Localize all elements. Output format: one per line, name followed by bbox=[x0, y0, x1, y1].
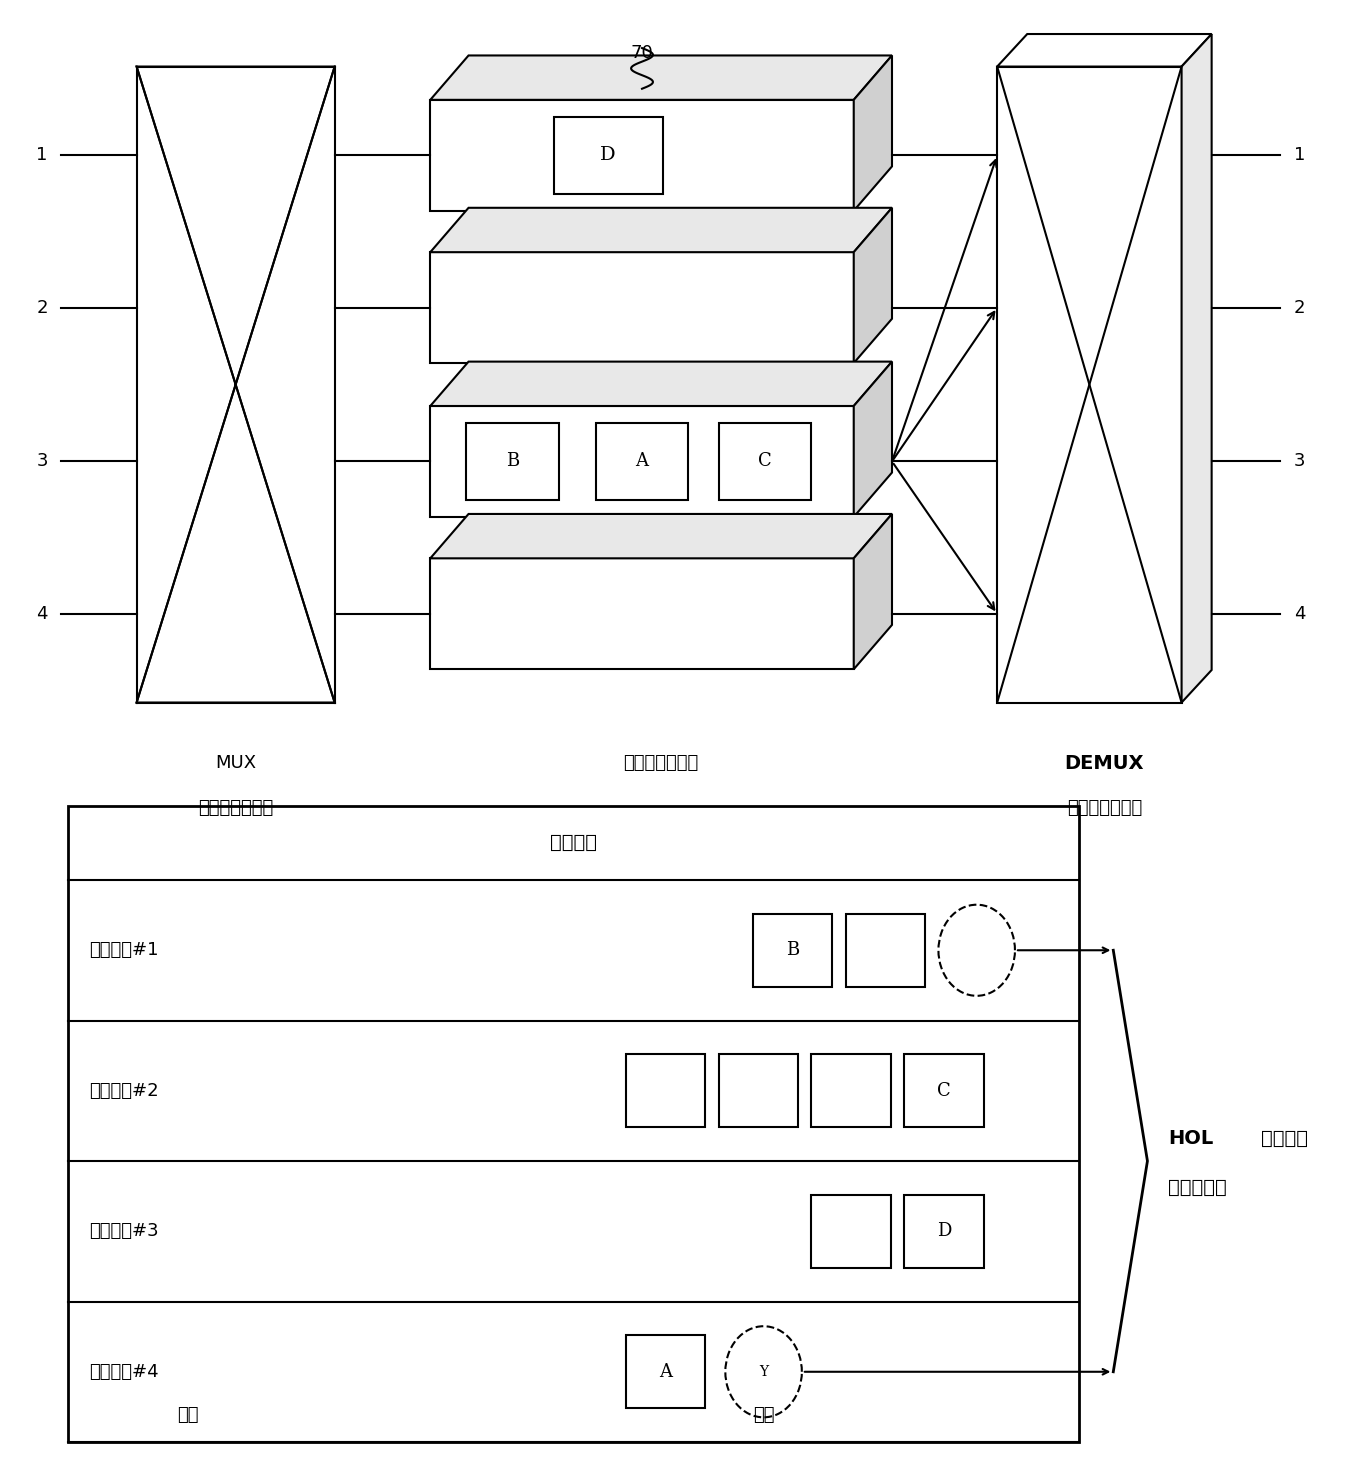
Text: 输出端口#3: 输出端口#3 bbox=[89, 1222, 158, 1241]
Text: A: A bbox=[658, 1362, 672, 1381]
Text: 尾部: 尾部 bbox=[178, 1407, 199, 1424]
Bar bbox=[904, 1055, 984, 1127]
Text: 2: 2 bbox=[1294, 299, 1305, 317]
Polygon shape bbox=[854, 362, 892, 518]
Text: D: D bbox=[937, 1222, 951, 1241]
Text: 输出端口#1: 输出端口#1 bbox=[89, 941, 158, 960]
Text: Y: Y bbox=[759, 1365, 768, 1378]
Bar bbox=[596, 423, 688, 500]
Bar bbox=[719, 1055, 798, 1127]
Text: B: B bbox=[505, 453, 519, 470]
Text: DEMUX: DEMUX bbox=[1064, 754, 1145, 774]
Text: 输出端口#4: 输出端口#4 bbox=[89, 1362, 158, 1381]
Bar bbox=[626, 1336, 705, 1408]
Bar bbox=[846, 914, 925, 986]
Text: C: C bbox=[758, 453, 772, 470]
Bar bbox=[719, 423, 811, 500]
Bar bbox=[626, 1055, 705, 1127]
Polygon shape bbox=[430, 405, 854, 518]
Text: 4: 4 bbox=[1294, 605, 1305, 623]
Polygon shape bbox=[430, 515, 892, 559]
Text: C: C bbox=[937, 1081, 951, 1100]
Polygon shape bbox=[430, 362, 892, 405]
Text: 地址队列: 地址队列 bbox=[550, 833, 597, 852]
Text: B: B bbox=[785, 941, 799, 960]
Polygon shape bbox=[997, 34, 1212, 67]
Polygon shape bbox=[430, 101, 854, 210]
Polygon shape bbox=[430, 207, 892, 251]
Polygon shape bbox=[854, 207, 892, 362]
Text: 的空闲状态: 的空闲状态 bbox=[1168, 1179, 1227, 1197]
Text: 输出端口#2: 输出端口#2 bbox=[89, 1081, 158, 1100]
Text: HOL: HOL bbox=[1168, 1130, 1213, 1148]
Text: 阻塞产生: 阻塞产生 bbox=[1261, 1130, 1307, 1148]
Text: 1: 1 bbox=[1294, 146, 1305, 164]
Polygon shape bbox=[1182, 34, 1212, 703]
Text: A: A bbox=[635, 453, 649, 470]
Text: 首部: 首部 bbox=[753, 1407, 775, 1424]
Text: 或交叉点交换机: 或交叉点交换机 bbox=[198, 799, 273, 816]
Polygon shape bbox=[854, 515, 892, 669]
Polygon shape bbox=[854, 55, 892, 210]
Bar bbox=[68, 806, 1079, 1442]
Text: 2: 2 bbox=[37, 299, 48, 317]
Polygon shape bbox=[997, 67, 1182, 703]
Text: 3: 3 bbox=[1294, 453, 1305, 470]
Text: 3: 3 bbox=[37, 453, 48, 470]
Text: MUX: MUX bbox=[214, 754, 257, 772]
Text: 1: 1 bbox=[37, 146, 48, 164]
Bar bbox=[811, 1055, 891, 1127]
Text: 4: 4 bbox=[37, 605, 48, 623]
Bar bbox=[753, 914, 832, 986]
Text: 70: 70 bbox=[631, 44, 653, 62]
Text: 或交叉点交换机: 或交叉点交换机 bbox=[1067, 799, 1142, 816]
Polygon shape bbox=[137, 67, 335, 703]
Polygon shape bbox=[430, 559, 854, 669]
Bar bbox=[811, 1195, 891, 1268]
Bar bbox=[904, 1195, 984, 1268]
Text: D: D bbox=[600, 146, 616, 164]
Polygon shape bbox=[430, 55, 892, 101]
Bar bbox=[553, 117, 663, 194]
Bar bbox=[466, 423, 559, 500]
Polygon shape bbox=[430, 251, 854, 362]
Text: 共享缓冲存储器: 共享缓冲存储器 bbox=[623, 754, 699, 772]
